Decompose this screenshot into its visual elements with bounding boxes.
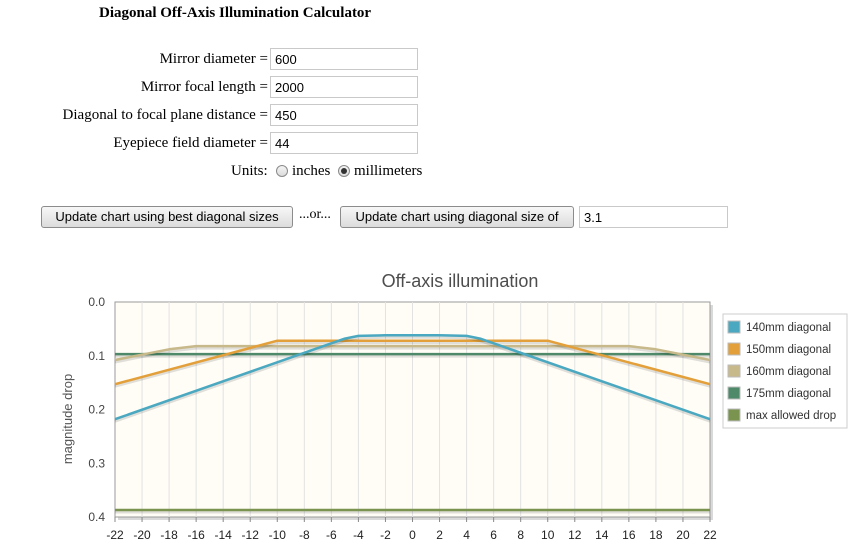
x-tick-label: 6 (490, 528, 497, 542)
x-tick-label: 12 (568, 528, 582, 542)
legend-label-175mm-diagonal: 175mm diagonal (746, 388, 831, 400)
x-tick-label: 20 (676, 528, 690, 542)
legend-swatch-175mm-diagonal (727, 386, 741, 400)
y-tick-label: 0.1 (88, 349, 105, 363)
or-separator: ...or... (299, 207, 331, 222)
illumination-chart: Off-axis illumination -22 -20 -18 -16 -14 -12… (60, 271, 848, 542)
x-tick-label: 14 (595, 528, 609, 542)
series-line-140mm-diagonal (114, 334, 711, 421)
series-line-160mm-diagonal (114, 344, 711, 362)
x-tick-label: 4 (463, 528, 470, 542)
y-axis-label: magnitude drop (60, 374, 75, 464)
legend-swatch-150mm-diagonal (727, 342, 741, 356)
units-inches-label[interactable]: inches (292, 163, 331, 179)
units-millimeters-radio[interactable] (338, 165, 350, 177)
page-title: Diagonal Off-Axis Illumination Calculato… (99, 5, 372, 21)
update-best-sizes-button[interactable]: Update chart using best diagonal sizes (41, 206, 293, 228)
x-tick-label: -4 (353, 528, 364, 542)
y-tick-label: 0.3 (88, 456, 105, 470)
x-tick-label: 0 (409, 528, 416, 542)
x-tick-label: -10 (269, 528, 287, 542)
legend-swatch-160mm-diagonal (727, 364, 741, 378)
x-tick-label: 10 (541, 528, 555, 542)
x-tick-label: -2 (380, 528, 391, 542)
chart-title: Off-axis illumination (382, 271, 539, 291)
x-tick-label: -22 (106, 528, 124, 542)
diagonal-distance-label: Diagonal to focal plane distance = (62, 107, 268, 123)
legend-box (722, 313, 848, 429)
series-shadow-140mm-diagonal (114, 335, 711, 423)
y-tick-label: 0.4 (88, 510, 105, 524)
x-tick-label: 22 (703, 528, 717, 542)
x-tick-label: 8 (517, 528, 524, 542)
update-diagonal-size-button[interactable]: Update chart using diagonal size of (340, 206, 574, 228)
x-tick-label: -12 (242, 528, 260, 542)
units-label: Units: (231, 163, 268, 179)
x-tick-label: -16 (187, 528, 205, 542)
diagonal-size-input[interactable] (579, 206, 728, 228)
y-tick-label: 0.0 (88, 295, 105, 309)
legend-swatch-max-allowed-drop (727, 408, 741, 422)
x-tick-label: 16 (622, 528, 636, 542)
x-tick-label: -6 (326, 528, 337, 542)
x-tick-label: 2 (436, 528, 443, 542)
series-shadow-150mm-diagonal (114, 341, 711, 388)
eyepiece-field-input[interactable] (270, 132, 418, 154)
mirror-focal-length-label: Mirror focal length = (140, 79, 268, 95)
units-millimeters-label[interactable]: millimeters (354, 163, 423, 179)
units-inches-radio[interactable] (276, 165, 288, 177)
x-tick-label: -14 (215, 528, 233, 542)
series-line-150mm-diagonal (114, 339, 711, 386)
eyepiece-field-label: Eyepiece field diameter = (113, 135, 268, 151)
chart-legend: 140mm diagonal 150mm diagonal 160mm diagon… (722, 313, 848, 429)
mirror-diameter-label: Mirror diameter = (159, 51, 268, 67)
x-tick-label: -20 (133, 528, 151, 542)
series-shadow-160mm-diagonal (114, 346, 711, 364)
mirror-focal-length-input[interactable] (270, 76, 418, 98)
legend-label-max-allowed-drop: max allowed drop (746, 410, 836, 422)
x-tick-label: -18 (160, 528, 178, 542)
diagonal-distance-input[interactable] (270, 104, 418, 126)
legend-label-160mm-diagonal: 160mm diagonal (746, 366, 831, 378)
x-tick-label: -8 (299, 528, 310, 542)
legend-swatch-140mm-diagonal (727, 320, 741, 334)
legend-label-140mm-diagonal: 140mm diagonal (746, 322, 831, 334)
x-tick-label: 18 (649, 528, 663, 542)
mirror-diameter-input[interactable] (270, 48, 418, 70)
legend-label-150mm-diagonal: 150mm diagonal (746, 344, 831, 356)
y-tick-label: 0.2 (88, 403, 105, 417)
plot-area: -22 -20 -18 -16 -14 -12 -10 -8 -6 -4 -2 0 2 4 6 8 10 12 14… (88, 295, 717, 542)
